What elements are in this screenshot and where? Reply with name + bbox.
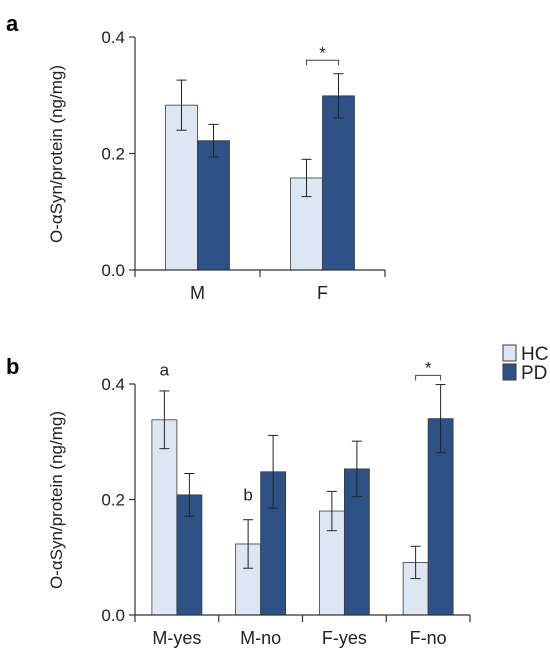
significance-bracket-f <box>306 59 339 66</box>
x-category-label-f-no: F-no <box>410 628 447 648</box>
panel-b-plot-area: 0.0 0.2 0.4 M-yes M-no F-yes F-no a b * <box>101 358 471 648</box>
legend-swatch-hc <box>502 344 517 362</box>
group-letter-a: a <box>160 360 170 379</box>
legend-label-pd: PD <box>521 363 547 384</box>
significance-star-f-no: * <box>425 358 432 377</box>
x-category-label-f: F <box>317 283 328 303</box>
bar-hc-m <box>165 104 198 271</box>
y-tick-label: 0.4 <box>101 28 125 47</box>
x-category-label-f-yes: F-yes <box>322 628 367 648</box>
y-tick-label: 0.4 <box>101 375 125 394</box>
significance-bracket-f-no <box>415 374 442 381</box>
panel-a-letter: a <box>6 11 19 36</box>
x-category-label-m: M <box>190 283 205 303</box>
panel-a: a O-αSyn/protein (ng/mg) 0.0 0.2 0.4 M F * <box>6 11 386 303</box>
panel-b: b O-αSyn/protein (ng/mg) 0.0 0.2 0.4 M-yes M… <box>6 354 471 648</box>
panel-a-y-axis-title: O-αSyn/protein (ng/mg) <box>47 65 66 243</box>
group-letter-b: b <box>243 486 252 505</box>
panel-b-letter: b <box>6 354 19 379</box>
legend-swatch-pd <box>502 363 517 381</box>
legend: HC PD <box>502 344 548 384</box>
y-tick-label: 0.2 <box>101 145 125 164</box>
y-tick-label: 0.0 <box>101 261 125 280</box>
panel-b-y-axis-title: O-αSyn/protein (ng/mg) <box>47 411 66 589</box>
y-tick-label: 0.2 <box>101 491 125 510</box>
bar-pd-m <box>197 140 230 271</box>
significance-star-f: * <box>319 43 326 62</box>
x-category-label-m-yes: M-yes <box>152 628 201 648</box>
y-tick-label: 0.0 <box>101 606 125 625</box>
panel-a-plot-area: 0.0 0.2 0.4 M F * <box>101 28 386 303</box>
x-category-label-m-no: M-no <box>240 628 281 648</box>
legend-label-hc: HC <box>521 344 548 365</box>
bar-pd-f <box>322 95 355 271</box>
